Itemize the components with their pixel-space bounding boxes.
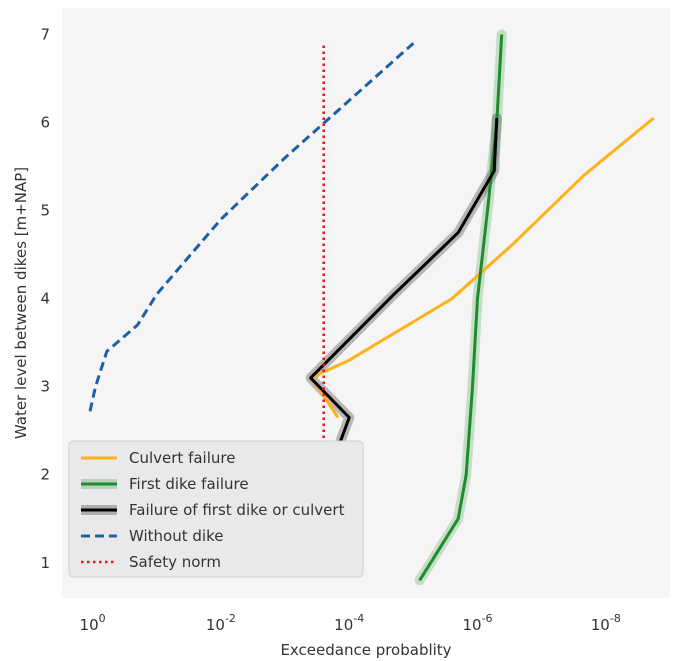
x-axis-ticks: 100 10-2 10-4 10-6 10-8: [80, 612, 621, 634]
x-tick-label: 10-8: [591, 612, 621, 634]
x-tick-label: 10-2: [206, 612, 236, 634]
failure-of-first-dike-or-culvert-legend-label: Failure of first dike or culvert: [129, 501, 345, 519]
x-tick-label: 100: [80, 612, 106, 634]
y-tick-label: 7: [40, 25, 50, 43]
without-dike-legend-label: Without dike: [129, 527, 223, 545]
y-tick-label: 1: [40, 554, 50, 572]
culvert-failure-legend-label: Culvert failure: [129, 449, 235, 467]
safety-norm-legend-label: Safety norm: [129, 553, 221, 571]
first-dike-failure-legend-label: First dike failure: [129, 475, 249, 493]
x-tick-label: 10-4: [334, 612, 364, 634]
y-tick-label: 5: [40, 202, 50, 220]
x-tick-label: 10-6: [462, 612, 492, 634]
y-tick-label: 4: [40, 290, 50, 308]
x-axis-label: Exceedance probablity: [280, 641, 451, 659]
failure-of-first-dike-or-culvert-line: [309, 118, 499, 449]
culvert-failure-line: [309, 116, 655, 419]
y-axis-ticks: 1 2 3 4 5 6 7: [40, 25, 50, 571]
without-dike-line: [88, 42, 415, 412]
y-tick-label: 3: [40, 378, 50, 396]
legend: Culvert failure First dike failure Failure…: [68, 440, 364, 578]
y-axis-label: Water level between dikes [m+NAP]: [12, 167, 30, 439]
y-tick-label: 2: [40, 466, 50, 484]
y-tick-label: 6: [40, 114, 50, 132]
legend-box: [68, 440, 364, 578]
series-lines: [88, 34, 655, 582]
